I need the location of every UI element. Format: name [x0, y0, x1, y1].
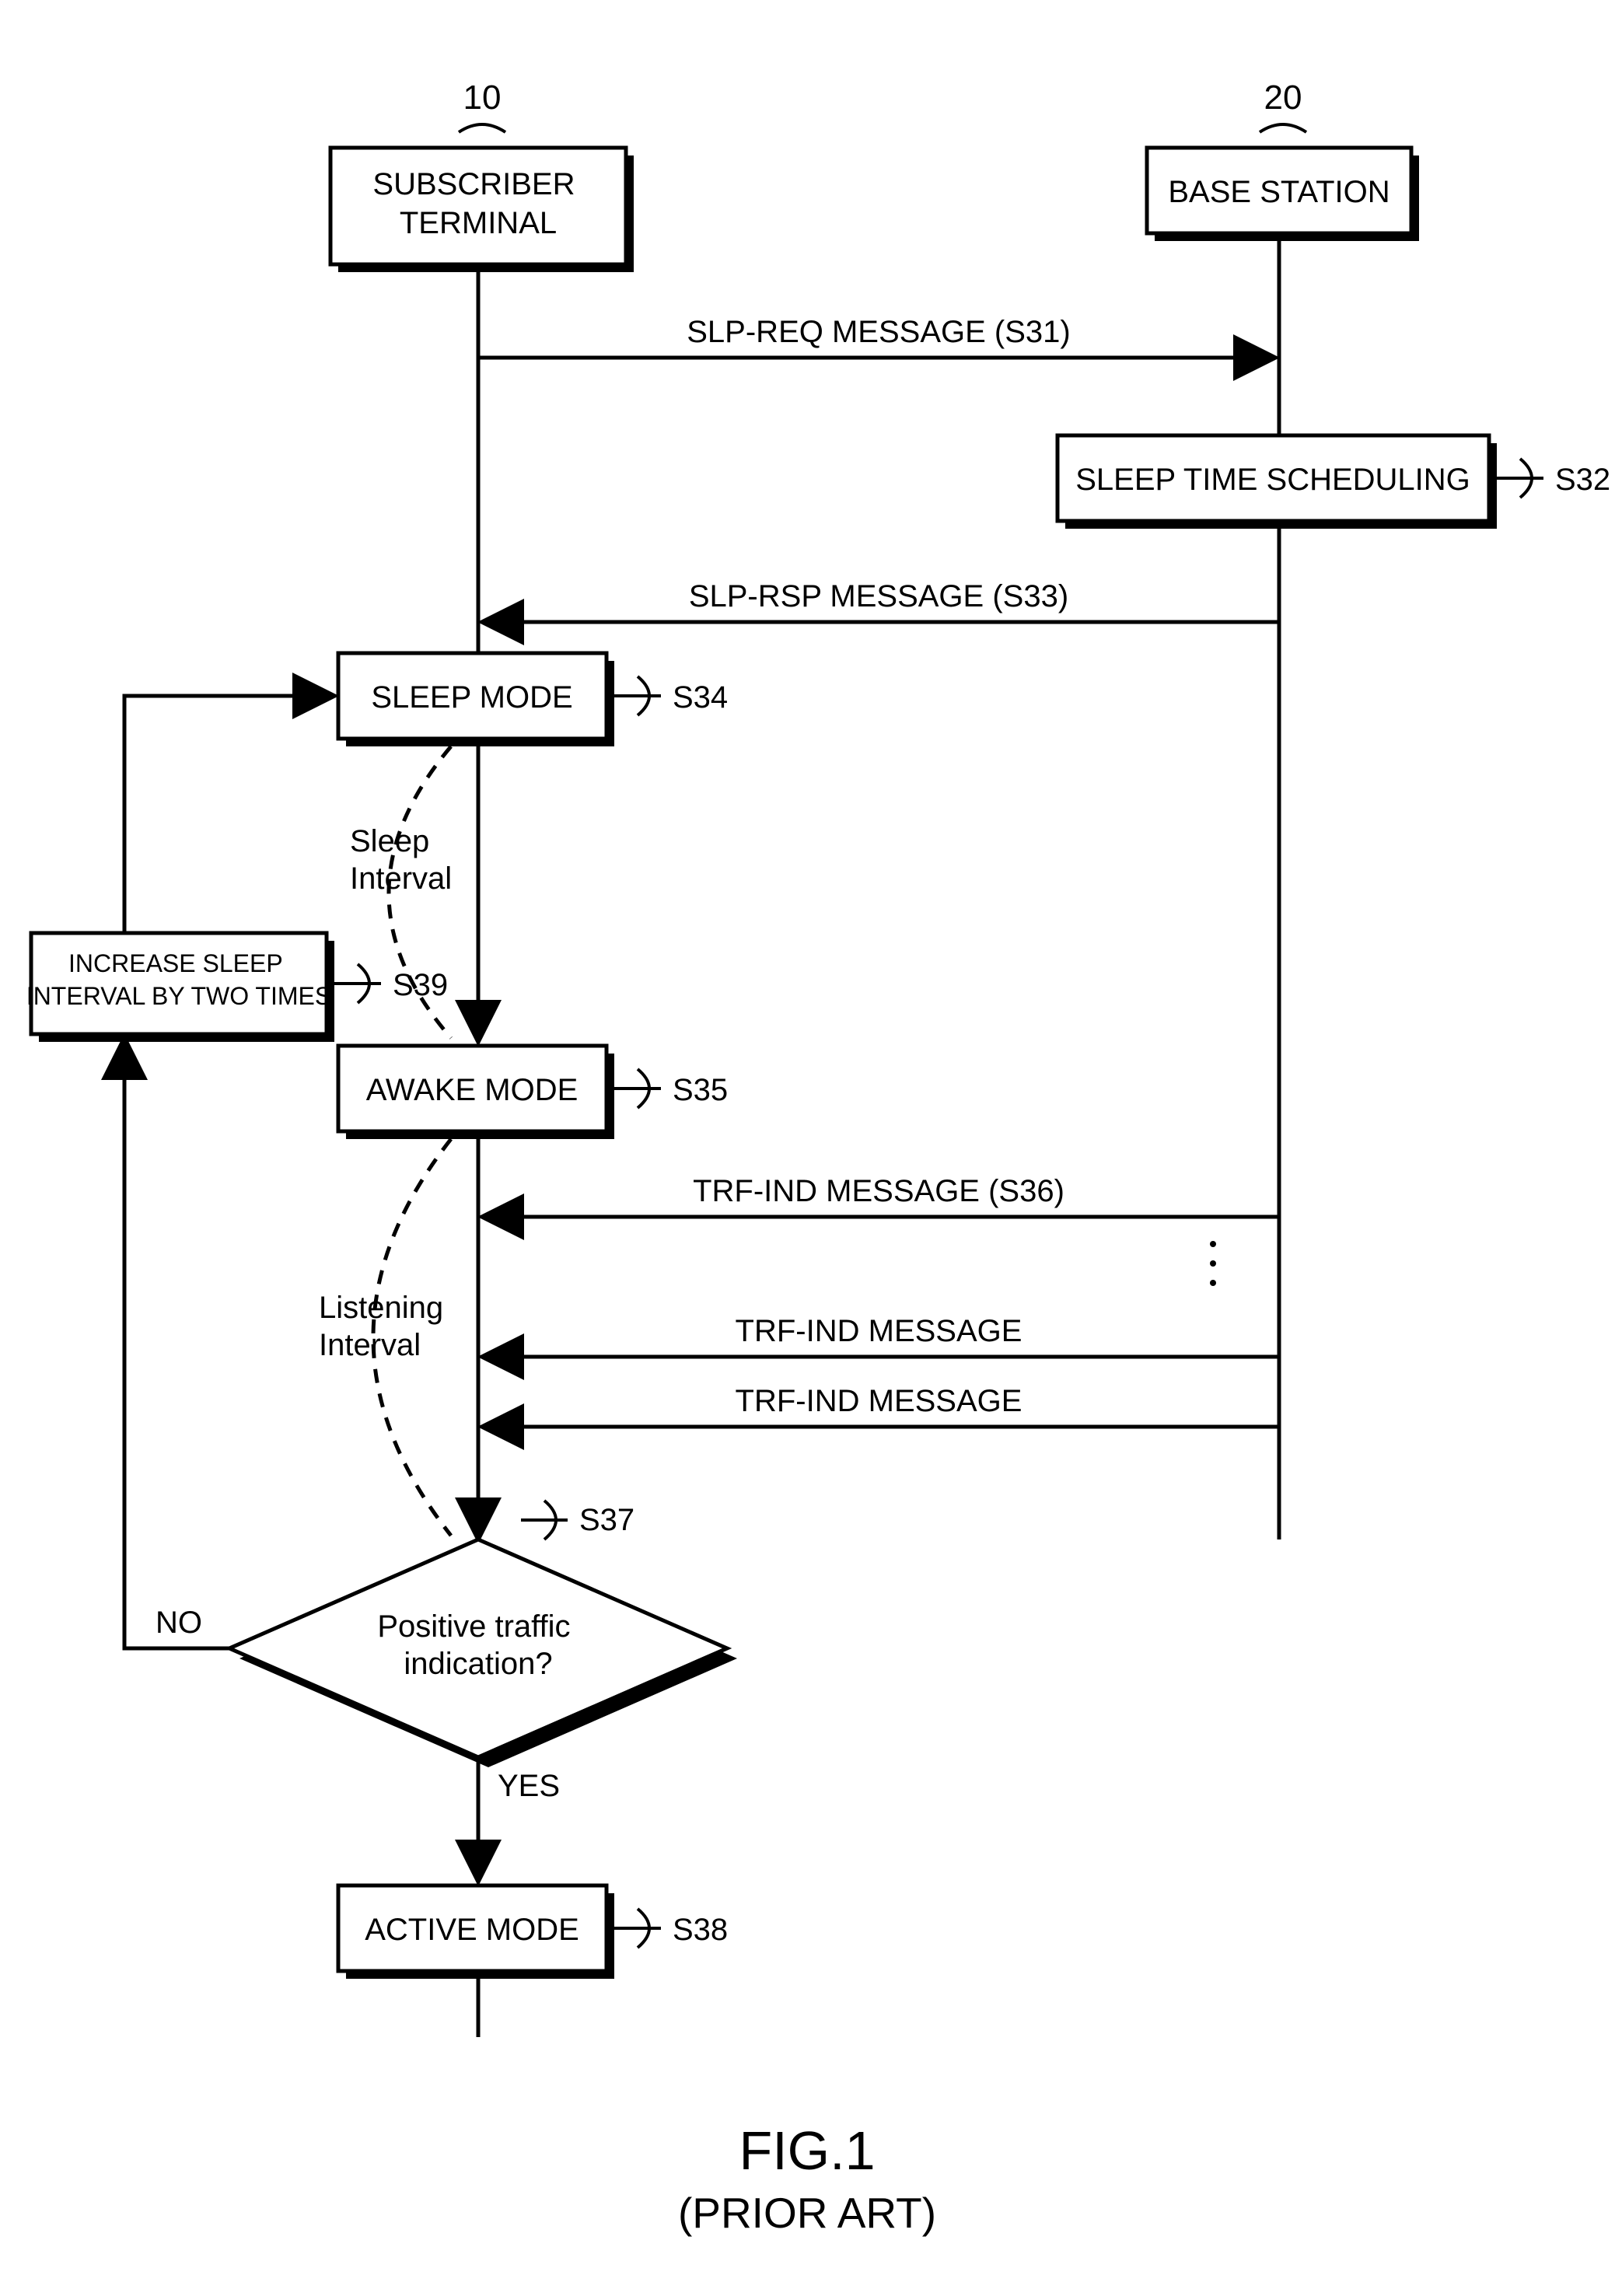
- s39-loopback: [124, 696, 334, 933]
- s38-box: ACTIVE MODE: [338, 1885, 614, 1979]
- s32-tag: S32: [1555, 463, 1610, 497]
- dots-2: [1210, 1260, 1216, 1267]
- s39-tag: S39: [393, 968, 448, 1002]
- base-number: 20: [1264, 79, 1302, 117]
- base-station-box: BASE STATION: [1147, 148, 1419, 241]
- yes-label: YES: [498, 1769, 560, 1803]
- terminal-number: 10: [463, 79, 502, 117]
- s38-tag: S38: [673, 1913, 728, 1947]
- svg-text:SLEEP MODE: SLEEP MODE: [371, 680, 572, 715]
- s33-label: SLP-RSP MESSAGE (S33): [689, 579, 1068, 613]
- svg-text:ACTIVE MODE: ACTIVE MODE: [365, 1913, 579, 1947]
- s37-tag: S37: [579, 1503, 634, 1537]
- dots-1: [1210, 1241, 1216, 1247]
- sleep-interval-label: Sleep Interval: [350, 824, 452, 896]
- subscriber-terminal-box: SUBSCRIBER TERMINAL: [330, 148, 634, 272]
- no-branch: [124, 1038, 229, 1648]
- dots-3: [1210, 1280, 1216, 1286]
- svg-text:BASE STATION: BASE STATION: [1168, 175, 1390, 209]
- trf3-label: TRF-IND MESSAGE: [736, 1384, 1022, 1418]
- s35-box: AWAKE MODE: [338, 1046, 614, 1139]
- s34-box: SLEEP MODE: [338, 653, 614, 746]
- base-number-curve: [1260, 124, 1306, 132]
- figure-title: FIG.1: [739, 2120, 875, 2181]
- terminal-number-curve: [459, 124, 505, 132]
- svg-text:AWAKE MODE: AWAKE MODE: [366, 1073, 579, 1107]
- no-label: NO: [156, 1606, 202, 1640]
- svg-text:SLEEP TIME SCHEDULING: SLEEP TIME SCHEDULING: [1075, 463, 1470, 497]
- listening-interval-label: Listening Interval: [319, 1291, 452, 1362]
- s35-tag: S35: [673, 1073, 728, 1107]
- s39-box: INCREASE SLEEP INTERVAL BY TWO TIMES: [26, 933, 334, 1042]
- s37-diamond: Positive traffic indication?: [229, 1539, 737, 1767]
- trf2-label: TRF-IND MESSAGE: [736, 1314, 1022, 1348]
- s34-tag: S34: [673, 680, 728, 715]
- s36-label: TRF-IND MESSAGE (S36): [693, 1174, 1064, 1208]
- figure-subtitle: (PRIOR ART): [678, 2189, 936, 2237]
- s32-box: SLEEP TIME SCHEDULING: [1057, 435, 1497, 529]
- s31-label: SLP-REQ MESSAGE (S31): [687, 315, 1070, 349]
